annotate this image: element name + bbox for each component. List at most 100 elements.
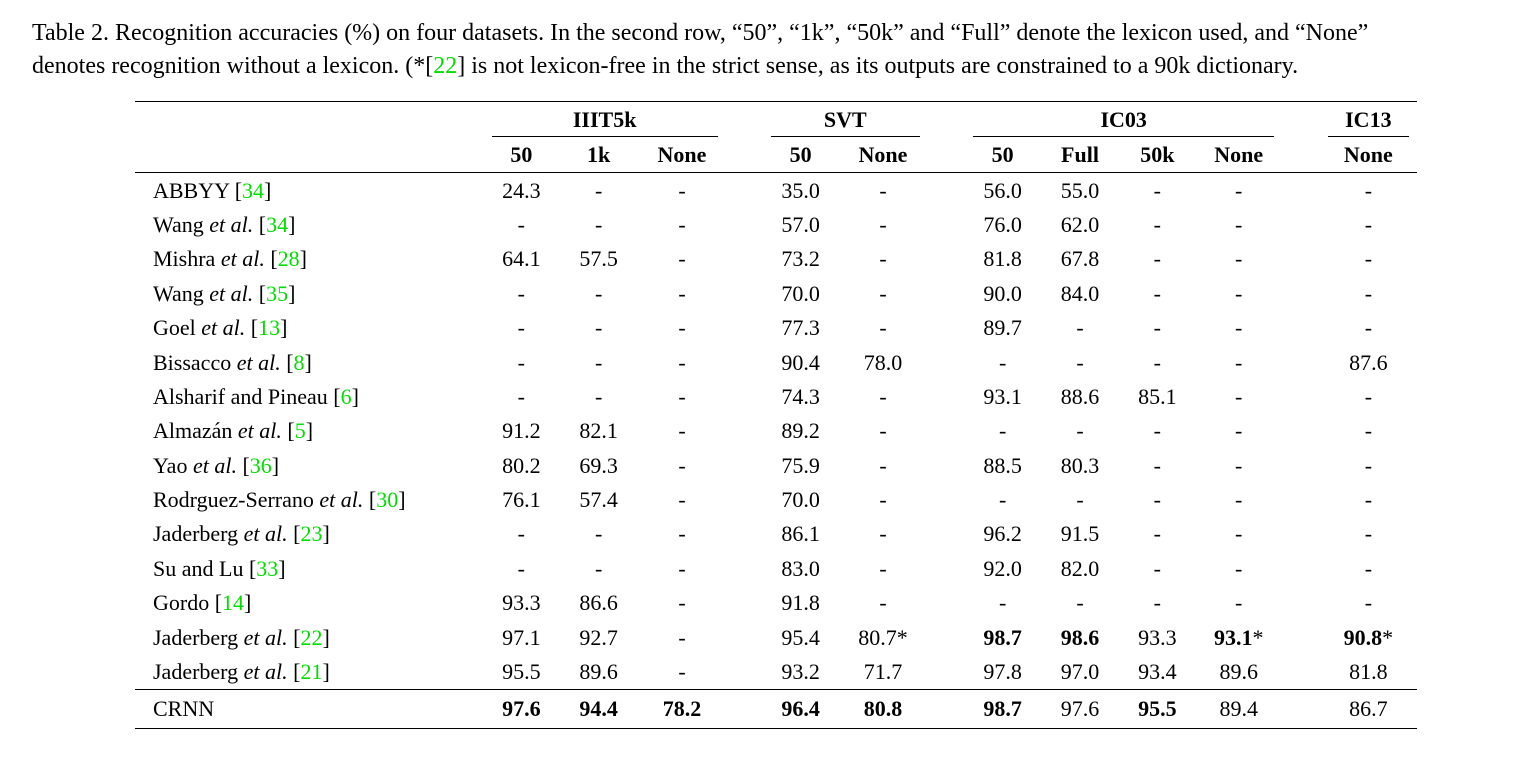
method-label: Wang [153, 280, 204, 306]
value-text: - [1364, 521, 1373, 547]
value-text: 62.0 [1060, 211, 1100, 237]
value-text: - [879, 487, 887, 513]
value-cell: 89.4 [1195, 689, 1283, 729]
value-text: - [678, 246, 686, 272]
value-cell: - [638, 380, 725, 414]
value-cell: - [1120, 311, 1195, 345]
spacer [928, 208, 965, 242]
spacer [928, 586, 965, 620]
value-text: 90.0 [983, 280, 1022, 306]
spacer [1282, 173, 1319, 208]
value-suffix: * [1382, 624, 1394, 650]
value-text: - [1235, 280, 1243, 306]
value-cell: 93.3 [1120, 620, 1195, 654]
method-etal: et al. [209, 211, 254, 237]
value-cell: 71.7 [838, 655, 927, 690]
citation-link[interactable]: 30 [376, 487, 399, 513]
value-cell: - [638, 208, 725, 242]
spacer [1282, 277, 1319, 311]
value-cell: 98.7 [965, 689, 1041, 729]
value-bold: 94.4 [579, 696, 618, 722]
value-text: 78.0 [863, 349, 903, 375]
value-cell: 86.7 [1319, 689, 1417, 729]
value-text: - [1153, 211, 1161, 237]
value-cell: 76.1 [484, 483, 559, 517]
value-text: - [595, 555, 603, 581]
value-text: - [1235, 315, 1243, 341]
value-text: - [1235, 383, 1243, 409]
table-row: ABBYY [34] 24.3 - - 35.0 - 56.0 55.0 - - - [135, 173, 1417, 208]
citation-link[interactable]: 34 [242, 177, 265, 203]
spacer [726, 138, 763, 173]
value-text: 57.0 [781, 211, 820, 237]
value-text: - [1364, 246, 1373, 272]
table-row: Bissacco et al. [8] - - - 90.4 78.0 - - - - 87.6 [135, 345, 1417, 379]
spacer [726, 449, 763, 483]
value-text: 80.7* [858, 624, 908, 650]
value-cell: - [638, 242, 725, 276]
value-text: 84.0 [1060, 280, 1100, 306]
value-cell: - [838, 552, 927, 586]
value-text: - [999, 418, 1007, 444]
citation-link[interactable]: 28 [277, 246, 300, 272]
value-cell: 93.2 [763, 655, 838, 690]
method-label: Almazán [153, 418, 233, 444]
value-cell: - [1195, 483, 1282, 517]
citation-link[interactable]: 23 [300, 521, 323, 547]
value-cell: 95.4 [763, 620, 838, 654]
value-cell: 78.2 [638, 689, 726, 729]
spacer [726, 208, 763, 242]
caption-citation[interactable]: 22 [433, 53, 458, 79]
value-cell: - [1120, 552, 1195, 586]
value-bold: 98.7 [983, 696, 1022, 722]
value-text: 77.3 [781, 315, 820, 341]
citation-link[interactable]: 33 [256, 555, 279, 581]
value-text: 92.0 [983, 555, 1022, 581]
spacer [1282, 138, 1319, 173]
citation-link[interactable]: 8 [293, 349, 305, 375]
citation-link[interactable]: 35 [266, 280, 289, 306]
citation-link[interactable]: 22 [300, 624, 323, 650]
method-name: Jaderberg et al. [22] [153, 624, 330, 650]
method-name: Rodrguez-Serrano et al. [30] [153, 487, 406, 513]
value-cell: - [484, 380, 559, 414]
value-text: 82.0 [1060, 555, 1100, 581]
value-text: - [1153, 452, 1161, 478]
value-cell: 62.0 [1040, 208, 1119, 242]
value-cell: 80.3 [1040, 449, 1119, 483]
table-row: Yao et al. [36] 80.2 69.3 - 75.9 - 88.5 80.3 - - - [135, 449, 1417, 483]
citation-link[interactable]: 5 [294, 418, 306, 444]
value-cell: - [1195, 517, 1282, 551]
spacer [928, 380, 965, 414]
value-text: 95.4 [781, 624, 820, 650]
value-text: - [517, 383, 525, 409]
col-header: 50 [991, 142, 1014, 168]
value-text: - [879, 383, 887, 409]
value-text: - [595, 383, 603, 409]
citation-link[interactable]: 21 [300, 659, 323, 685]
citation-link[interactable]: 36 [249, 452, 272, 478]
value-cell: - [1195, 414, 1282, 448]
group-header-row: IIIT5k SVT IC03 IC13 [135, 101, 1417, 139]
value-text: - [879, 555, 887, 581]
value-cell: - [559, 345, 638, 379]
value-bold: 97.6 [502, 696, 541, 722]
value-text: - [517, 521, 525, 547]
value-cell: - [1120, 345, 1195, 379]
citation-link[interactable]: 34 [266, 211, 289, 237]
value-cell: 35.0 [763, 173, 838, 208]
spacer [1282, 655, 1319, 690]
value-text: - [678, 555, 686, 581]
method-etal: et al. [220, 246, 265, 272]
value-cell: - [484, 277, 559, 311]
col-header: Full [1061, 142, 1099, 168]
spacer [928, 483, 965, 517]
citation-link[interactable]: 6 [340, 383, 352, 409]
value-cell: 90.0 [965, 277, 1040, 311]
citation-link[interactable]: 14 [222, 590, 245, 616]
value-cell: 95.5 [1119, 689, 1196, 729]
citation-link[interactable]: 13 [258, 315, 281, 341]
value-bold: 96.4 [781, 696, 820, 722]
value-text: 24.3 [502, 177, 541, 203]
value-cell: - [838, 242, 927, 276]
